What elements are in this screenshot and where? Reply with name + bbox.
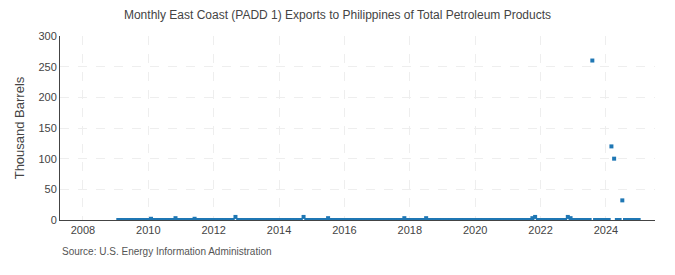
svg-text:2018: 2018 bbox=[398, 224, 422, 236]
svg-text:Monthly East Coast (PADD 1) Ex: Monthly East Coast (PADD 1) Exports to P… bbox=[124, 8, 551, 22]
svg-text:2010: 2010 bbox=[136, 224, 160, 236]
svg-text:100: 100 bbox=[38, 153, 56, 165]
svg-text:2012: 2012 bbox=[201, 224, 225, 236]
svg-text:300: 300 bbox=[38, 30, 56, 42]
svg-text:2016: 2016 bbox=[332, 224, 356, 236]
svg-text:2014: 2014 bbox=[267, 224, 291, 236]
svg-text:50: 50 bbox=[45, 183, 57, 195]
svg-text:Source: U.S. Energy Informatio: Source: U.S. Energy Information Administ… bbox=[62, 246, 272, 257]
svg-text:2024: 2024 bbox=[594, 224, 618, 236]
svg-text:200: 200 bbox=[38, 91, 56, 103]
svg-text:2008: 2008 bbox=[71, 224, 95, 236]
svg-text:250: 250 bbox=[38, 61, 56, 73]
svg-text:2022: 2022 bbox=[528, 224, 552, 236]
svg-text:Thousand Barrels: Thousand Barrels bbox=[12, 76, 27, 179]
svg-text:2020: 2020 bbox=[463, 224, 487, 236]
svg-text:150: 150 bbox=[38, 122, 56, 134]
svg-text:0: 0 bbox=[51, 214, 57, 226]
